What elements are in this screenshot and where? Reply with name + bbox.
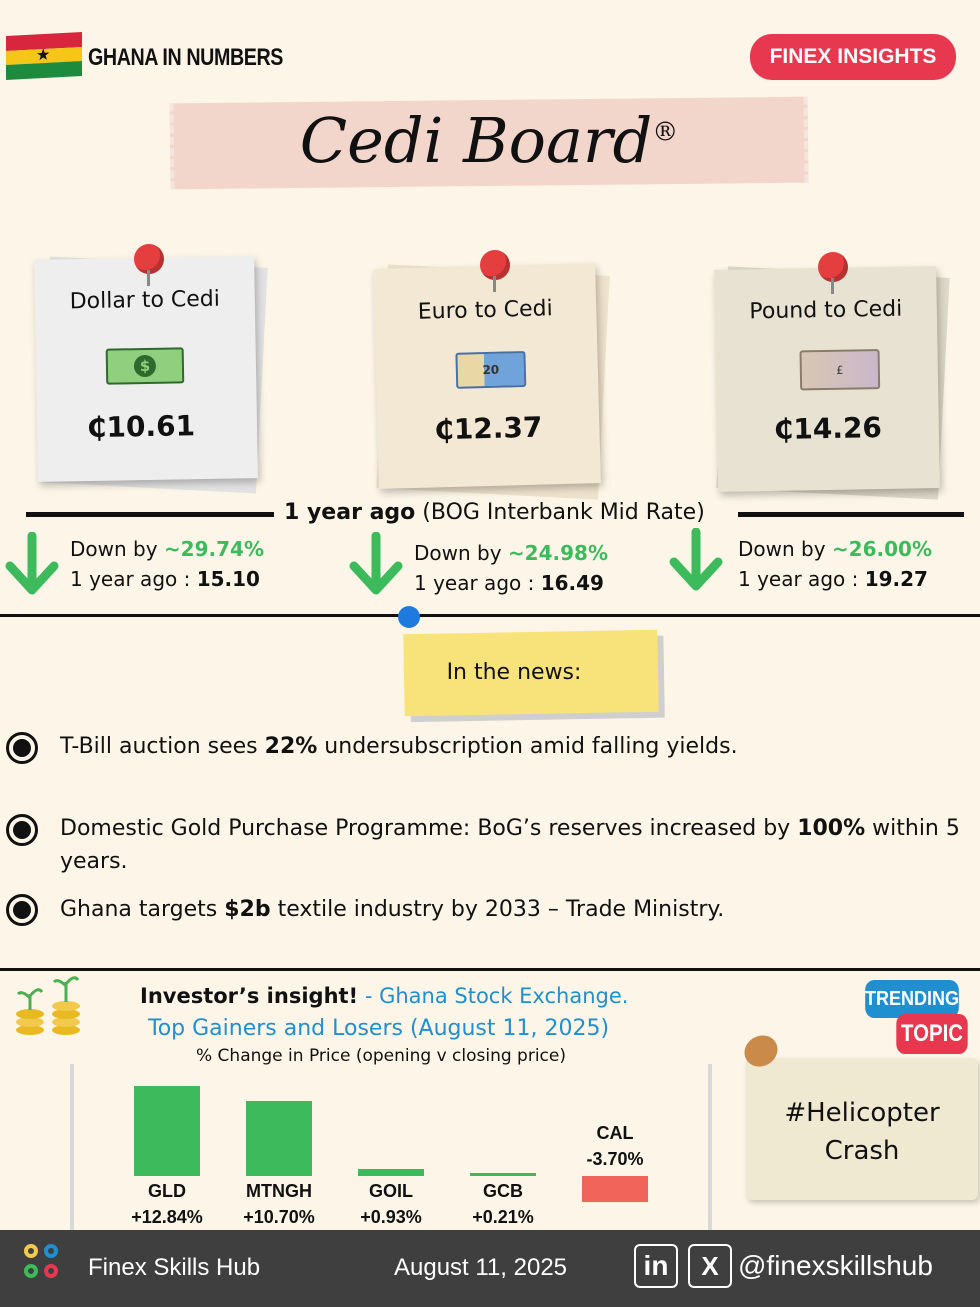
chart-border-left	[70, 1064, 74, 1232]
bullet-icon	[6, 732, 38, 764]
chart-category-label: GCB	[483, 1181, 523, 1201]
logo-dot-icon	[24, 1264, 38, 1278]
insight-note: % Change in Price (opening v closing pri…	[196, 1046, 566, 1066]
bullet-icon	[6, 894, 38, 926]
footer	[0, 1230, 980, 1307]
chart-bar-label: GCB +0.21%	[453, 1178, 553, 1230]
euro-note-icon: 20	[455, 350, 527, 389]
chart-category-label: GOIL	[369, 1181, 413, 1201]
chart-value-label: +12.84%	[131, 1207, 203, 1227]
footer-name: Finex Skills Hub	[88, 1254, 261, 1281]
chart-bar	[246, 1101, 312, 1176]
page-title: Cedi Board®	[299, 104, 679, 177]
chart-bar-label: GLD +12.84%	[117, 1178, 217, 1230]
insight-title: Investor’s insight! - Ghana Stock Exchan…	[140, 984, 629, 1008]
pushpin-icon	[480, 250, 510, 292]
rate-value: ₵14.26	[773, 411, 883, 446]
chart-bar	[358, 1169, 424, 1176]
rate-value: ₵10.61	[86, 409, 196, 445]
chart-category-label: MTNGH	[246, 1181, 312, 1201]
finex-insights-badge: FINEX INSIGHTS	[750, 34, 956, 80]
logo-dot-icon	[44, 1244, 58, 1258]
section-divider	[0, 968, 980, 971]
chart-value-label: +10.70%	[243, 1207, 315, 1227]
down-arrow-icon	[349, 532, 403, 595]
topic-note	[746, 1058, 978, 1200]
pound-note: Pound to Cedi £ ₵14.26	[714, 266, 940, 492]
trending-tag: TRENDING	[865, 980, 959, 1018]
dollar-note: Dollar to Cedi $ ₵10.61	[34, 256, 258, 482]
euro-change: Down by ~24.98% 1 year ago : 16.49	[414, 541, 608, 595]
rate-caption: 1 year ago (BOG Interbank Mid Rate)	[284, 500, 705, 525]
chart-value-label: -3.70%	[586, 1149, 644, 1169]
chart-value-label: +0.21%	[472, 1207, 534, 1227]
dollar-change: Down by ~29.74% 1 year ago : 15.10	[70, 537, 264, 591]
chart-bar-label: GOIL +0.93%	[341, 1178, 441, 1230]
ghana-flag-icon: ★	[6, 32, 82, 80]
rate-label: Euro to Cedi	[417, 296, 554, 325]
chart-bar	[134, 1086, 200, 1176]
pushpin-icon	[818, 252, 848, 294]
section-divider	[0, 614, 980, 617]
rule-left	[26, 512, 274, 517]
rate-label: Pound to Cedi	[749, 296, 903, 325]
rule-right	[738, 512, 964, 517]
logo-dot-icon	[44, 1264, 58, 1278]
chart-category-label: CAL	[596, 1123, 634, 1143]
pound-change: Down by ~26.00% 1 year ago : 19.27	[738, 537, 932, 591]
dollar-bill-icon: $	[105, 347, 185, 385]
chart-bar	[582, 1176, 648, 1202]
footer-handle[interactable]: @finexskillshub	[738, 1250, 933, 1281]
chart-bar	[470, 1173, 536, 1176]
down-arrow-icon	[5, 532, 59, 595]
news-label: In the news:	[446, 660, 582, 685]
brand-title: GHANA IN NUMBERS	[88, 44, 283, 71]
pound-note-icon: £	[799, 349, 881, 391]
chart-value-label: +0.93%	[360, 1207, 422, 1227]
rate-label: Dollar to Cedi	[69, 286, 221, 315]
x-icon[interactable]: X	[688, 1244, 732, 1288]
chart-bar-label: MTNGH +10.70%	[229, 1178, 329, 1230]
insight-subtitle: Top Gainers and Losers (August 11, 2025)	[148, 1016, 610, 1041]
topic-text: #Helicopter Crash	[784, 1098, 940, 1166]
down-arrow-icon	[669, 528, 723, 591]
chart-category-label: GLD	[148, 1181, 186, 1201]
coins-growth-icon	[16, 976, 80, 1035]
logo-dot-icon	[24, 1244, 38, 1258]
chart-bar-label: CAL -3.70%	[565, 1120, 665, 1172]
linkedin-icon[interactable]: in	[634, 1244, 678, 1288]
bullet-icon	[6, 814, 38, 846]
blue-pushpin-icon	[398, 606, 420, 628]
topic-tag: TOPIC	[896, 1014, 968, 1054]
rate-value: ₵12.37	[433, 410, 543, 447]
pushpin-icon	[134, 244, 164, 286]
footer-date: August 11, 2025	[394, 1254, 568, 1281]
euro-note: Euro to Cedi 20 ₵12.37	[373, 263, 601, 489]
news-item: T-Bill auction sees 22% undersubscriptio…	[60, 734, 738, 759]
news-item: Domestic Gold Purchase Programme: BoG’s …	[60, 816, 960, 874]
chart-border-right	[708, 1064, 712, 1232]
news-item: Ghana targets $2b textile industry by 20…	[60, 897, 725, 922]
